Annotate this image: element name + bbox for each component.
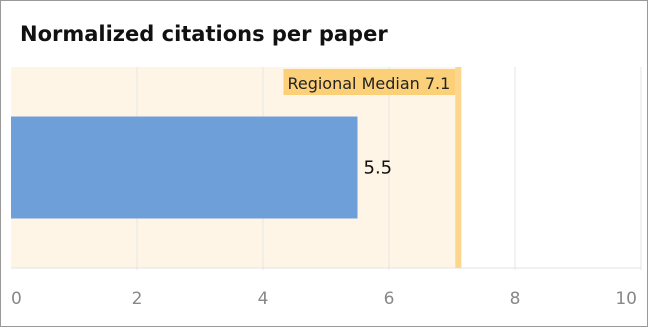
x-tick-label: 10	[615, 289, 637, 309]
bar	[11, 116, 358, 219]
x-tick-label: 2	[132, 289, 143, 309]
x-tick-label: 6	[384, 289, 395, 309]
chart-title: Normalized citations per paper	[20, 22, 388, 46]
bar-value-label: 5.5	[364, 158, 393, 179]
reference-line	[455, 67, 462, 268]
x-tick-label: 8	[510, 289, 521, 309]
reference-label: Regional Median 7.1	[287, 74, 450, 93]
reference-label-box	[283, 69, 456, 95]
x-tick-label: 0	[11, 289, 22, 309]
x-tick-label: 4	[258, 289, 269, 309]
